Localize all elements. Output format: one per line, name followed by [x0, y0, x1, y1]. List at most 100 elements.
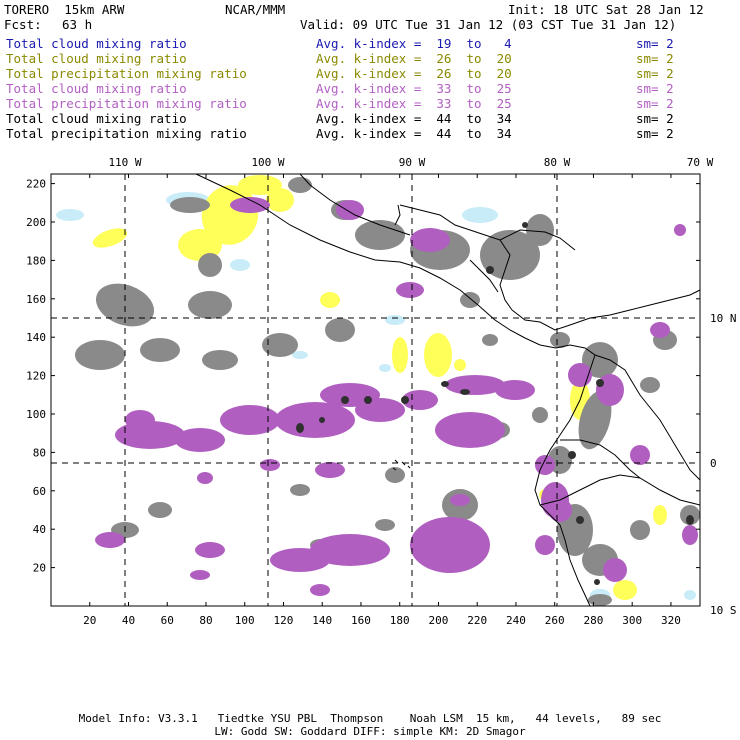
x-tick-label: 20 — [83, 614, 96, 627]
y-tick-label: 60 — [33, 485, 46, 498]
legend-smoothing: sm= 2 — [636, 126, 674, 141]
cloud-region-high — [435, 412, 505, 448]
latitude-label: 10 N — [710, 312, 737, 325]
x-tick-label: 100 — [235, 614, 255, 627]
cloud-region-high — [125, 410, 155, 430]
y-tick-label: 40 — [33, 523, 46, 536]
x-tick-label: 200 — [429, 614, 449, 627]
legend-field-name: Total cloud mixing ratio — [6, 51, 187, 66]
precipitation-core — [401, 396, 409, 404]
cloud-region-high — [220, 405, 280, 435]
precipitation-core — [364, 396, 372, 404]
cloud-region-high — [270, 548, 330, 572]
cloud-region-high — [535, 455, 555, 475]
latitude-label: 10 S — [710, 604, 737, 617]
x-tick-label: 260 — [545, 614, 565, 627]
precipitation-core — [576, 516, 584, 524]
forecast-hour: 63 h — [62, 17, 93, 32]
cloud-region-mid — [424, 333, 452, 377]
coastline-segment — [299, 173, 411, 236]
longitude-label: 70 W — [687, 156, 714, 169]
y-tick-label: 180 — [26, 254, 46, 267]
cloud-region-high — [495, 380, 535, 400]
cloud-region-high — [275, 402, 355, 438]
cloud-region-high — [445, 375, 505, 395]
x-tick-label: 280 — [584, 614, 604, 627]
cloud-region-high — [315, 462, 345, 478]
precipitation-core — [594, 579, 600, 585]
cloud-region-very-high — [550, 332, 570, 348]
cloud-region-high — [402, 390, 438, 410]
legend-kindex: Avg. k-index = 26 to 20 — [316, 66, 512, 81]
cloud-region-very-high — [75, 340, 125, 370]
x-tick-label: 160 — [351, 614, 371, 627]
cloud-region-high — [195, 542, 225, 558]
coastline-segment — [534, 344, 596, 607]
cloud-region-high — [95, 532, 125, 548]
cloud-region-very-high — [170, 197, 210, 213]
cloud-region-very-high — [582, 342, 618, 378]
axis-ticks: 20 40 60 80 100 120 140 160 180 200 220 240 260 280 30… — [26, 156, 736, 627]
physics-info-line: LW: Godd SW: Goddard DIFF: simple KM: 2D… — [214, 725, 526, 738]
y-tick-label: 100 — [26, 408, 46, 421]
precipitation-core — [568, 451, 576, 459]
cloud-region-low — [684, 590, 696, 600]
cloud-region-low — [230, 259, 250, 271]
cloud-region-very-high — [532, 407, 548, 423]
cloud-region-high — [650, 322, 670, 338]
legend-smoothing: sm= 2 — [636, 96, 674, 111]
cloud-region-high — [197, 472, 213, 484]
cloud-region-very-high — [460, 292, 480, 308]
legend-field-name: Total cloud mixing ratio — [6, 81, 187, 96]
model-title: TORERO 15km ARW — [4, 2, 125, 17]
cloud-region-high — [190, 570, 210, 580]
cloud-region-very-high — [288, 177, 312, 193]
cloud-region-low — [56, 209, 84, 221]
cloud-region-high — [630, 445, 650, 465]
legend-row: Total precipitation mixing ratio Avg. k-i… — [6, 96, 736, 111]
model-info-line: Model Info: V3.3.1 Tiedtke YSU PBL Thomp… — [78, 712, 662, 725]
coastline-segment — [195, 173, 557, 349]
longitude-label: 90 W — [399, 156, 426, 169]
cloud-region-very-high — [148, 502, 172, 518]
legend-field-name: Total cloud mixing ratio — [6, 36, 187, 51]
legend-kindex: Avg. k-index = 44 to 34 — [316, 126, 512, 141]
coastline-segment — [560, 439, 641, 479]
cloud-region-low — [379, 364, 391, 372]
cloud-region-high — [548, 498, 572, 522]
coastline-segment — [469, 259, 499, 293]
x-tick-label: 60 — [161, 614, 174, 627]
valid-time: Valid: 09 UTC Tue 31 Jan 12 (03 CST Tue … — [300, 17, 677, 32]
cloud-region-very-high — [188, 291, 232, 319]
longitude-label: 110 W — [108, 156, 141, 169]
cloud-region-very-high — [578, 390, 612, 450]
cloud-region-very-high — [202, 350, 238, 370]
cloud-region-very-high — [375, 519, 395, 531]
precipitation-core — [522, 222, 528, 228]
y-tick-label: 80 — [33, 446, 46, 459]
legend-smoothing: sm= 2 — [636, 111, 674, 126]
precipitation-core — [341, 396, 349, 404]
precipitation-core — [486, 266, 494, 274]
x-tick-label: 120 — [274, 614, 294, 627]
cloud-region-very-high — [290, 484, 310, 496]
cloud-region-high — [230, 197, 270, 213]
cloud-region-very-high — [482, 334, 498, 346]
legend-field-name: Total precipitation mixing ratio — [6, 66, 247, 81]
cloud-region-very-high — [262, 333, 298, 357]
legend-kindex: Avg. k-index = 33 to 25 — [316, 81, 512, 96]
cloud-region-mid — [613, 580, 637, 600]
cloud-region-high — [674, 224, 686, 236]
y-tick-label: 20 — [33, 562, 46, 575]
coastline-segment — [594, 354, 701, 481]
cloud-region-very-high — [355, 220, 405, 250]
organization-label: NCAR/MMM — [225, 2, 286, 17]
legend-row: Total cloud mixing ratio Avg. k-index = 2… — [6, 51, 736, 66]
init-time: Init: 18 UTC Sat 28 Jan 12 — [508, 2, 704, 17]
cloud-region-low — [462, 207, 498, 223]
legend-row: Total precipitation mixing ratio Avg. k-i… — [6, 66, 736, 81]
legend-kindex: Avg. k-index = 26 to 20 — [316, 51, 512, 66]
cloud-region-low — [292, 351, 308, 359]
cloud-region-very-high — [95, 283, 155, 327]
y-tick-label: 160 — [26, 293, 46, 306]
